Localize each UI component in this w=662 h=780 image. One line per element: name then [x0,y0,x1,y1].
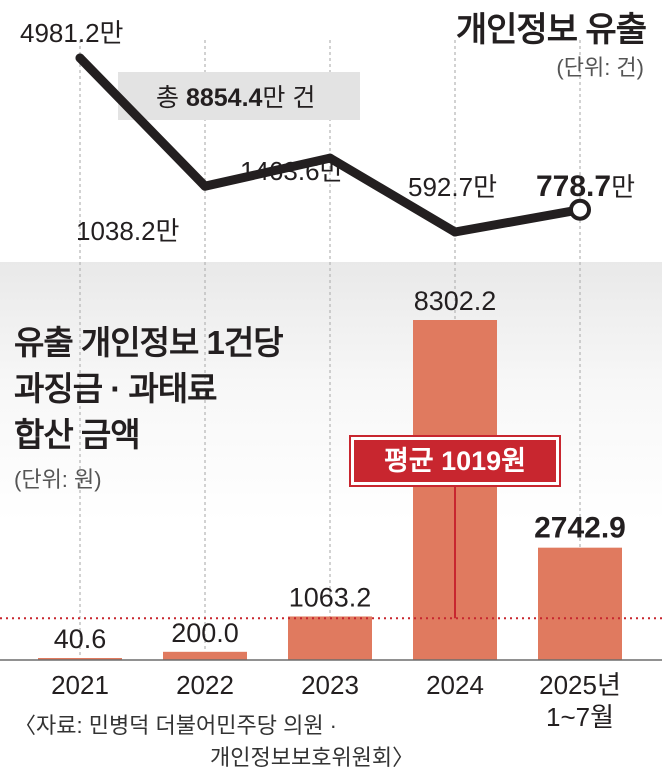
total-annotation-label: 총 8854.4만 건 [156,84,315,112]
x-tick-label-3: 2024 [426,670,484,700]
bar-chart-title-line-1: 유출 개인정보 1건당 [14,324,284,361]
line-point-2 [325,153,335,163]
line-point-1 [200,181,210,191]
bar-chart-unit: (단위: 원) [14,467,102,492]
bar-value-label-1: 200.0 [171,618,239,648]
total-annotation-box [118,72,360,120]
line-chart-title: 개인정보 유출 [455,11,647,49]
bar-value-label-2: 1063.2 [289,582,372,612]
source-line-2: 개인정보보호위원회〉 [210,745,415,770]
bar-1 [163,651,247,660]
x-tick-label-4-sub: 1~7월 [546,702,614,732]
average-label-box [354,440,556,482]
bar-2 [288,616,372,660]
line-value-label-2: 1463.6만 [240,156,343,186]
bar-chart-title-line-3: 합산 금액 [14,416,141,453]
average-label-text: 평균 1019원 [384,446,526,476]
bar-value-label-3: 8302.2 [414,286,497,316]
line-value-label-1: 1038.2만 [76,216,179,246]
bar-4 [538,547,622,660]
source-line-1: 〈자료: 민병덕 더불어민주당 의원 · [14,713,338,738]
bar-value-label-4: 2742.9 [534,512,626,545]
x-tick-label-2: 2023 [301,670,359,700]
line-point-0 [75,53,85,63]
bar-0 [38,658,122,660]
line-value-label-4: 778.7만 [536,170,635,203]
line-point-4 [569,198,591,221]
line-value-label-0: 4981.2만 [20,18,123,48]
line-chart-unit: (단위: 건) [556,55,644,80]
x-tick-label-4: 2025년 [539,670,621,700]
line-point-3 [450,227,460,237]
bar-chart-title-line-2: 과징금 · 과태료 [14,370,217,407]
line-value-label-3: 592.7만 [408,172,497,202]
bar-value-label-0: 40.6 [54,624,107,654]
x-tick-label-0: 2021 [51,670,109,700]
x-tick-label-1: 2022 [176,670,234,700]
